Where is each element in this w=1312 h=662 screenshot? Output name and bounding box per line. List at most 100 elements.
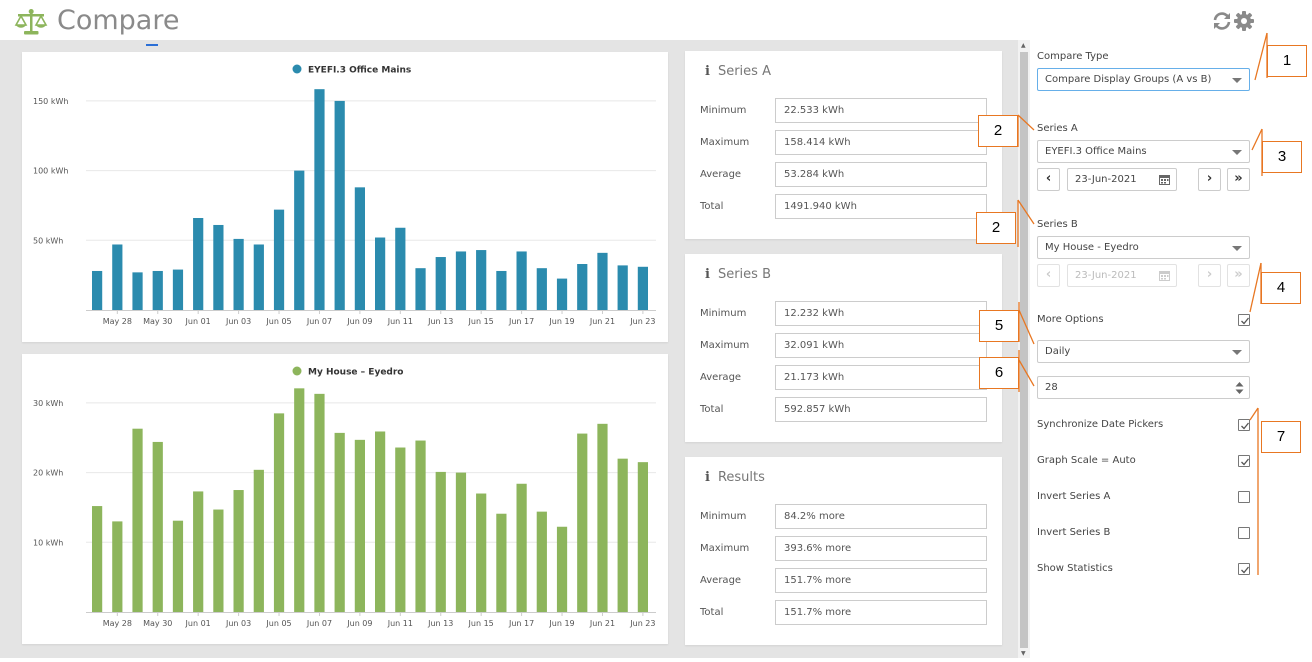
chart-bar[interactable]	[92, 506, 103, 612]
gear-icon[interactable]	[1233, 10, 1255, 32]
stats-card: i Series A Minimum 22.533 kWh Maximum 158.414…	[685, 51, 1002, 239]
main-scrollbar[interactable]: ▲ ▼	[1018, 40, 1030, 658]
chart-bar[interactable]	[112, 244, 123, 310]
chart-bar[interactable]	[516, 251, 527, 310]
chart-bar[interactable]	[273, 413, 285, 612]
chart-bar[interactable]	[354, 439, 365, 612]
chart-bar[interactable]	[435, 257, 446, 310]
chart-bar[interactable]	[112, 521, 123, 612]
stat-value: 1491.940 kWh	[775, 194, 987, 219]
chart-bar[interactable]	[294, 388, 305, 612]
series-b-select[interactable]: My House - Eyedro	[1037, 236, 1250, 259]
chart-bar[interactable]	[253, 244, 264, 310]
option-checkbox[interactable]	[1238, 491, 1250, 503]
option-checkbox[interactable]	[1238, 455, 1250, 467]
chart-bar[interactable]	[132, 428, 143, 612]
chart-bar[interactable]	[496, 513, 507, 612]
series-a-last-button[interactable]: »	[1227, 168, 1250, 191]
option-label: Graph Scale = Auto	[1037, 455, 1136, 466]
chart-bar[interactable]	[536, 268, 547, 310]
calendar-icon[interactable]	[1159, 174, 1170, 185]
chart-bar[interactable]	[597, 423, 608, 612]
chart-bar[interactable]	[516, 483, 527, 612]
chart-bar[interactable]	[455, 251, 467, 310]
chart-bar[interactable]	[375, 237, 386, 310]
chart-bar[interactable]	[334, 432, 345, 612]
chart-bar[interactable]	[193, 491, 204, 612]
chart-bar[interactable]	[354, 187, 365, 310]
chart-bar[interactable]	[395, 447, 406, 612]
chevron-down-icon	[1232, 246, 1242, 251]
chart-series-a[interactable]: EYEFI.3 Office Mains 50 kWh 100 kWh 150 kWh…	[22, 52, 668, 342]
chart-bar[interactable]	[476, 493, 487, 612]
series-a-prev-button[interactable]: ‹	[1037, 168, 1060, 191]
series-a-next-button[interactable]: ›	[1198, 168, 1221, 191]
chart-bar[interactable]	[496, 270, 507, 310]
stats-card-title: i Results	[705, 470, 765, 485]
chart-bar[interactable]	[233, 490, 244, 612]
legend-label[interactable]: My House – Eyedro	[308, 368, 404, 378]
option-checkbox[interactable]	[1238, 527, 1250, 539]
chart-bar[interactable]	[395, 227, 406, 310]
chart-bar[interactable]	[577, 433, 588, 612]
chart-bar[interactable]	[375, 431, 386, 612]
chart-bar[interactable]	[617, 458, 628, 612]
chart-bar[interactable]	[415, 440, 426, 612]
chart-bar[interactable]	[577, 264, 588, 310]
series-b-next-button[interactable]: ›	[1198, 264, 1221, 287]
chart-bar[interactable]	[193, 218, 204, 310]
chart-bar[interactable]	[253, 469, 264, 612]
chart-series-b[interactable]: My House – Eyedro 10 kWh 20 kWh 30 kWh May 2…	[22, 354, 668, 644]
chart-bar[interactable]	[172, 520, 184, 612]
chart-bar[interactable]	[334, 100, 345, 310]
legend-label[interactable]: EYEFI.3 Office Mains	[308, 66, 411, 76]
chart-bar[interactable]	[172, 269, 184, 310]
more-options-checkbox[interactable]	[1238, 314, 1250, 326]
option-checkbox[interactable]	[1238, 419, 1250, 431]
chart-bar[interactable]	[435, 471, 446, 612]
series-a-select[interactable]: EYEFI.3 Office Mains	[1037, 140, 1250, 163]
scrollbar-thumb[interactable]	[1020, 52, 1028, 648]
interval-select[interactable]: Daily	[1037, 340, 1250, 363]
chart-bar[interactable]	[314, 393, 325, 612]
compare-type-select[interactable]: Compare Display Groups (A vs B)	[1037, 68, 1250, 91]
chart-bar[interactable]	[213, 224, 224, 310]
chart-bar[interactable]	[132, 272, 143, 310]
series-a-date-picker[interactable]: 23-Jun-2021	[1067, 168, 1177, 191]
series-b-last-button[interactable]: »	[1227, 264, 1250, 287]
option-checkbox[interactable]	[1238, 563, 1250, 575]
chart-bar[interactable]	[415, 268, 426, 310]
chart-bar[interactable]	[597, 252, 608, 310]
chart-bar[interactable]	[273, 209, 285, 310]
chart-bar[interactable]	[213, 509, 224, 612]
chart-bar[interactable]	[233, 238, 244, 310]
chart-bar[interactable]	[294, 170, 305, 310]
chevron-down-icon	[1232, 350, 1242, 355]
stats-card-title-text: Series A	[717, 64, 771, 79]
series-b-value: My House - Eyedro	[1045, 242, 1139, 253]
chart-bar[interactable]	[152, 270, 163, 310]
series-a-date-value: 23-Jun-2021	[1075, 174, 1137, 185]
chart-bar[interactable]	[455, 472, 467, 612]
series-b-prev-button[interactable]: ‹	[1037, 264, 1060, 287]
chart-bar[interactable]	[314, 89, 325, 310]
count-stepper[interactable]: 28	[1037, 376, 1250, 399]
refresh-icon[interactable]	[1211, 10, 1233, 32]
chart-bar[interactable]	[617, 265, 628, 310]
chart-bar[interactable]	[152, 441, 163, 612]
y-tick-label: 100 kWh	[33, 167, 68, 176]
stat-value: 158.414 kWh	[775, 130, 987, 155]
option-label: Show Statistics	[1037, 563, 1113, 574]
chart-bar[interactable]	[637, 462, 648, 612]
chart-bar[interactable]	[556, 526, 568, 612]
scroll-up-icon[interactable]: ▲	[1021, 42, 1026, 49]
chart-bar[interactable]	[536, 511, 547, 612]
series-b-date-picker[interactable]: 23-Jun-2021	[1067, 264, 1177, 287]
stepper-arrows-icon[interactable]	[1235, 381, 1244, 395]
callout-marker: 6	[979, 357, 1019, 389]
chart-bar[interactable]	[476, 250, 487, 310]
chart-bar[interactable]	[556, 278, 568, 310]
chart-bar[interactable]	[637, 266, 648, 310]
scroll-down-icon[interactable]: ▼	[1021, 650, 1026, 657]
chart-bar[interactable]	[92, 270, 103, 310]
